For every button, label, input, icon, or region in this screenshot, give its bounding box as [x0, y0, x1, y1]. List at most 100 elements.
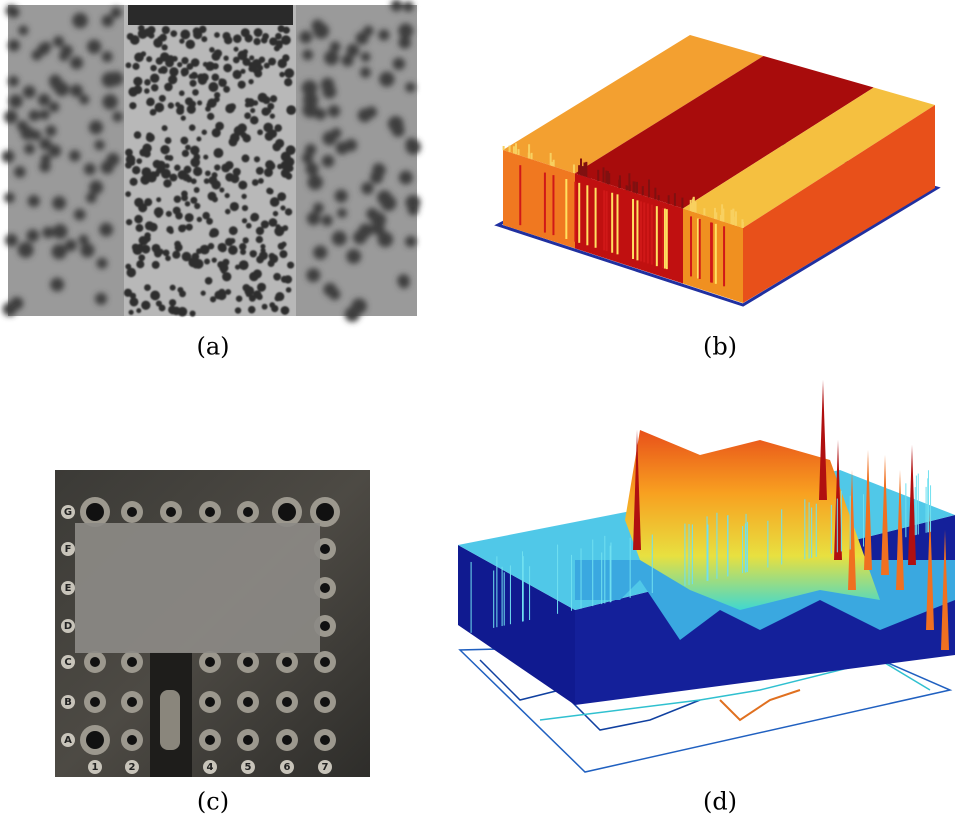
speckle [193, 153, 201, 161]
surface-top [575, 56, 874, 209]
speckle [133, 131, 142, 139]
speckle [180, 115, 186, 121]
panel-a [1, 0, 421, 322]
speckle [239, 243, 247, 251]
speckle [96, 257, 108, 269]
speckle [85, 192, 97, 204]
speckle [280, 168, 290, 178]
speckle [269, 302, 276, 308]
speckle [245, 222, 252, 229]
speckle [18, 25, 29, 36]
speckle [279, 250, 288, 259]
speckle [372, 223, 385, 236]
speckle [27, 194, 40, 208]
speckle [106, 152, 120, 167]
speckle [248, 61, 255, 69]
speckle [238, 260, 249, 271]
surface-top [503, 35, 764, 174]
speckle [361, 182, 374, 195]
caption: (b) [703, 333, 737, 361]
panel-d [458, 380, 955, 773]
speckle [203, 154, 209, 160]
speckle [123, 288, 133, 297]
speckle [225, 289, 232, 295]
speckle [265, 108, 272, 114]
speckle [282, 225, 289, 232]
speckle [304, 143, 317, 156]
speckle [144, 284, 151, 291]
speckle [180, 29, 191, 40]
speckle [177, 62, 183, 68]
speckle [312, 202, 324, 214]
speckle [233, 46, 239, 52]
speckle [301, 80, 318, 96]
speckle [180, 136, 189, 145]
panel-b [494, 35, 941, 307]
speckle [235, 295, 243, 302]
speckle [370, 212, 387, 228]
speckle [283, 275, 293, 284]
speckle [8, 6, 20, 18]
blurred-speckles [1, 0, 421, 322]
speckle [208, 82, 219, 92]
speckle [166, 226, 174, 234]
speckle [234, 307, 242, 314]
speckle [269, 113, 276, 119]
speckle [185, 176, 193, 183]
speckle [200, 290, 206, 296]
speckle [125, 191, 132, 198]
speckle [190, 58, 200, 67]
label-disc [61, 581, 75, 595]
speckle [211, 257, 217, 263]
speckle [157, 67, 164, 74]
hole [86, 503, 104, 521]
speckle [274, 226, 285, 237]
column-label: 2 [129, 762, 136, 773]
speckle [322, 131, 337, 146]
speckle [258, 251, 268, 261]
speckle [398, 36, 412, 49]
speckle [241, 218, 248, 224]
speckle [253, 28, 263, 37]
speckle [204, 258, 211, 265]
speckle [185, 223, 193, 231]
speckle [101, 51, 113, 63]
speckle [146, 98, 155, 107]
speckle [99, 222, 114, 237]
speckle [188, 124, 196, 132]
speckle [189, 310, 196, 317]
speckle [241, 154, 250, 163]
speckle [31, 49, 43, 61]
speckle [164, 137, 172, 144]
speckle [28, 109, 40, 122]
speckle [86, 39, 102, 54]
hole [316, 503, 334, 521]
speckle [392, 57, 406, 71]
speckle [240, 248, 247, 255]
speckle [50, 77, 64, 91]
speckle [193, 187, 200, 193]
speckle [357, 108, 372, 123]
speckle [204, 277, 213, 285]
spike [848, 470, 856, 590]
speckle [405, 82, 416, 93]
speckle [137, 28, 148, 39]
speckle [249, 250, 257, 258]
speckle [101, 71, 118, 88]
speckle [60, 44, 73, 57]
speckle [242, 57, 251, 66]
speckle [260, 243, 266, 250]
speckle [70, 56, 84, 70]
speckle [223, 55, 229, 61]
speckle [228, 226, 238, 236]
speckle [398, 277, 410, 289]
speckle [205, 106, 211, 112]
speckle [144, 79, 151, 86]
spike [896, 470, 904, 590]
speckle [112, 111, 123, 123]
speckle [244, 112, 251, 120]
speckle [209, 230, 217, 238]
speckle [224, 208, 231, 215]
speckle [144, 198, 153, 207]
speckle [403, 1, 414, 12]
